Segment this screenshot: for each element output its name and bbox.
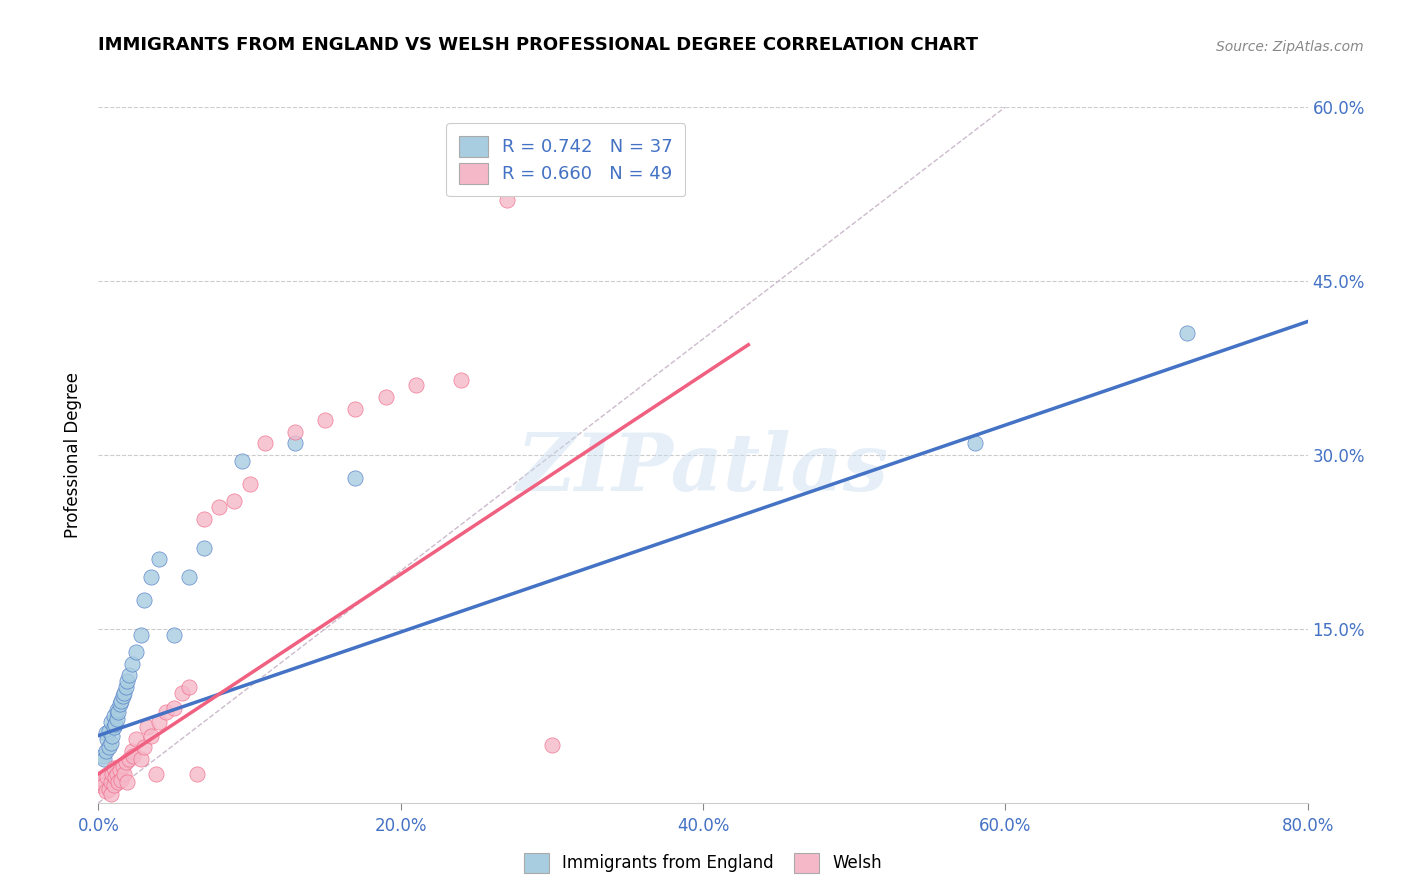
Point [374,390,396,404]
Point [112,766,135,781]
Point [103,708,125,723]
Point [105,766,128,781]
Point [193,541,215,555]
Point [193,511,215,525]
Point [103,761,125,775]
Point [118,752,141,766]
Point [111,758,134,772]
Point [121,657,143,671]
Point [145,766,167,781]
Point [495,193,517,207]
Point [111,689,134,703]
Point [112,685,135,699]
Point [105,703,128,717]
Point [135,721,157,735]
Point [208,500,231,514]
Point [101,729,124,743]
Text: Source: ZipAtlas.com: Source: ZipAtlas.com [1216,39,1364,54]
Point [114,755,136,769]
Point [108,698,131,712]
Point [450,373,472,387]
Point [284,436,307,450]
Point [100,714,122,729]
Point [103,721,125,735]
Point [105,712,128,726]
Point [344,401,367,416]
Point [94,784,117,798]
Legend: Immigrants from England, Welsh: Immigrants from England, Welsh [517,847,889,880]
Point [104,717,127,731]
Point [93,752,115,766]
Point [91,749,114,764]
Point [108,764,131,778]
Point [129,628,152,642]
Point [344,471,367,485]
Point [1175,326,1198,340]
Point [224,494,246,508]
Point [115,775,138,789]
Point [94,744,117,758]
Point [89,778,111,792]
Point [118,668,141,682]
Point [107,775,129,789]
Point [179,569,201,583]
Point [91,772,114,787]
Point [96,770,118,784]
Point [141,569,163,583]
Point [125,731,148,746]
Point [122,749,145,764]
Point [98,781,121,796]
Point [93,778,115,792]
Point [125,645,148,659]
Point [186,766,208,781]
Point [100,735,122,749]
Point [148,552,170,566]
Point [163,628,186,642]
Point [239,476,262,491]
Point [148,714,170,729]
Point [179,680,201,694]
Point [101,766,124,781]
Legend: R = 0.742   N = 37, R = 0.660   N = 49: R = 0.742 N = 37, R = 0.660 N = 49 [446,123,685,196]
Point [155,706,177,720]
Text: IMMIGRANTS FROM ENGLAND VS WELSH PROFESSIONAL DEGREE CORRELATION CHART: IMMIGRANTS FROM ENGLAND VS WELSH PROFESS… [98,36,979,54]
Point [100,787,122,801]
Point [170,685,193,699]
Point [115,674,138,689]
Text: ZIPatlas: ZIPatlas [517,430,889,508]
Y-axis label: Professional Degree: Professional Degree [65,372,83,538]
Point [110,694,132,708]
Point [104,770,127,784]
Point [98,740,121,755]
Point [405,378,427,392]
Point [314,413,336,427]
Point [132,592,155,607]
Point [231,453,253,467]
Point [103,778,125,792]
Point [110,772,132,787]
Point [98,723,121,738]
Point [94,726,117,740]
Point [540,738,562,752]
Point [121,744,143,758]
Point [107,706,129,720]
Point [253,436,276,450]
Point [129,752,152,766]
Point [132,740,155,755]
Point [114,680,136,694]
Point [100,775,122,789]
Point [284,425,307,439]
Point [965,436,987,450]
Point [90,775,112,789]
Point [141,729,163,743]
Point [163,700,186,714]
Point [96,731,118,746]
